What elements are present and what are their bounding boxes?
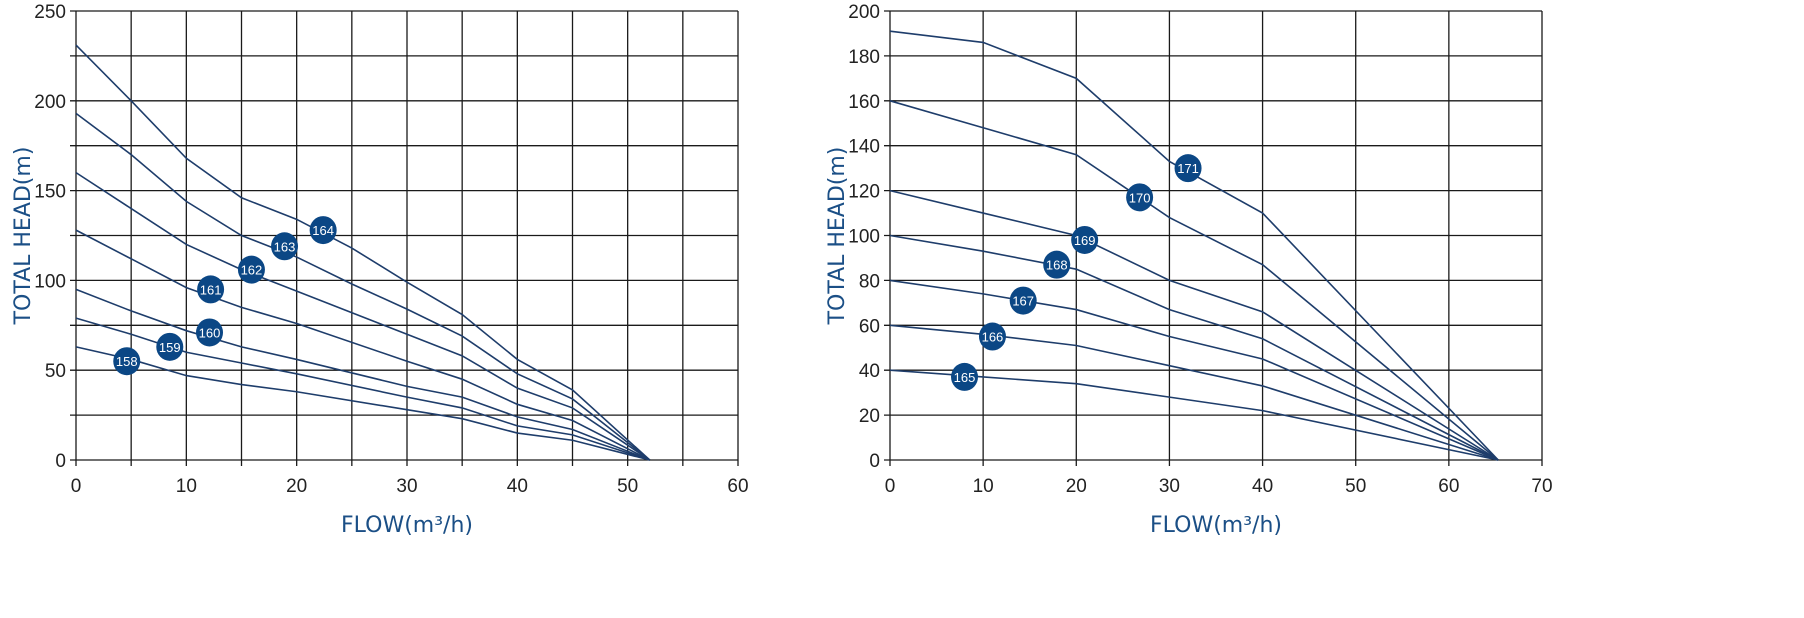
- x-tick-label: 30: [1159, 476, 1180, 497]
- curve-badge-170: [1126, 183, 1154, 212]
- curve-badge-160: [196, 318, 224, 347]
- x-tick-label: 0: [885, 476, 896, 497]
- curve-badge-168: [1043, 250, 1071, 279]
- curve-164: [75, 44, 651, 461]
- y-tick-label: 0: [869, 451, 880, 472]
- y-tick-label: 120: [848, 182, 880, 203]
- curve-badge-label: 167: [1012, 294, 1034, 309]
- y-tick-label: 100: [34, 271, 66, 292]
- curve-badge-label: 159: [159, 340, 181, 355]
- curve-badge-169: [1071, 225, 1099, 254]
- y-tick-label: 20: [859, 406, 880, 427]
- curve-170: [889, 100, 1499, 461]
- x-tick-label: 10: [973, 476, 994, 497]
- chart-1: 0 10 20 30 40 50 60 0 50 100 150 200 250 FLOW(m³/h) TO…: [11, 2, 749, 538]
- x-tick-label: 40: [507, 476, 528, 497]
- curve-badge-163: [271, 232, 299, 261]
- curve-badge-label: 166: [982, 330, 1004, 345]
- x-tick-label: 50: [1345, 476, 1366, 497]
- chart-2: 0 10 20 30 40 50 60 70 0 20 40 60 80 100 120 140 160 180 2…: [825, 2, 1553, 538]
- curve-162: [75, 171, 651, 461]
- curve-badge-164: [309, 216, 337, 245]
- curve-badge-label: 161: [200, 282, 222, 297]
- curve-160: [75, 288, 651, 461]
- curve-168: [889, 234, 1499, 461]
- y-tick-label: 140: [848, 137, 880, 158]
- y-tick-label: 100: [848, 227, 880, 248]
- y-tick-label: 200: [848, 2, 880, 23]
- curve-badge-label: 165: [954, 370, 976, 385]
- y-tick-label: 80: [859, 271, 880, 292]
- y-tick-label: 180: [848, 47, 880, 68]
- x-tick-label: 40: [1252, 476, 1273, 497]
- curve-badge-159: [156, 332, 184, 361]
- curve-badge-171: [1174, 154, 1202, 183]
- y-tick-label: 40: [859, 361, 880, 382]
- y-tick-label: 150: [34, 182, 66, 203]
- x-axis-label: FLOW(m³/h): [341, 513, 473, 538]
- x-tick-label: 50: [617, 476, 638, 497]
- curve-163: [75, 112, 651, 461]
- x-tick-label: 60: [727, 476, 748, 497]
- y-tick-label: 200: [34, 92, 66, 113]
- x-tick-label: 20: [286, 476, 307, 497]
- curve-badge-label: 169: [1074, 233, 1096, 248]
- y-tick-label: 0: [55, 451, 66, 472]
- curve-167: [889, 279, 1499, 461]
- curve-badge-label: 163: [274, 239, 296, 254]
- curve-158: [75, 346, 650, 461]
- y-tick-label: 250: [34, 2, 66, 23]
- x-tick-label: 0: [71, 476, 82, 497]
- curve-badge-167: [1009, 286, 1037, 315]
- y-tick-label: 60: [859, 316, 880, 337]
- curve-badge-label: 158: [116, 354, 138, 369]
- curve-badge-label: 170: [1129, 190, 1151, 205]
- curve-badge-label: 168: [1046, 258, 1068, 273]
- y-axis-label: TOTAL HEAD(m): [825, 147, 850, 326]
- y-tick-label: 160: [848, 92, 880, 113]
- curve-161: [75, 229, 651, 461]
- x-tick-label: 60: [1438, 476, 1459, 497]
- curve-166: [889, 324, 1499, 461]
- x-tick-label: 70: [1531, 476, 1552, 497]
- curve-badge-label: 160: [199, 325, 221, 340]
- curve-badge-165: [951, 362, 979, 391]
- x-tick-label: 20: [1066, 476, 1087, 497]
- curve-badge-161: [197, 275, 225, 304]
- curve-badge-166: [978, 322, 1006, 351]
- curve-169: [889, 189, 1499, 461]
- x-axis-label: FLOW(m³/h): [1150, 513, 1282, 538]
- curve-badge-162: [237, 255, 265, 284]
- x-tick-label: 10: [176, 476, 197, 497]
- curve-badge-label: 164: [312, 223, 334, 238]
- y-tick-label: 50: [45, 361, 66, 382]
- curve-badge-label: 162: [241, 263, 263, 278]
- x-tick-label: 30: [396, 476, 417, 497]
- curve-badge-label: 171: [1177, 161, 1199, 176]
- curve-badge-158: [113, 347, 141, 376]
- y-axis-label: TOTAL HEAD(m): [11, 147, 36, 326]
- curve-171: [889, 30, 1499, 461]
